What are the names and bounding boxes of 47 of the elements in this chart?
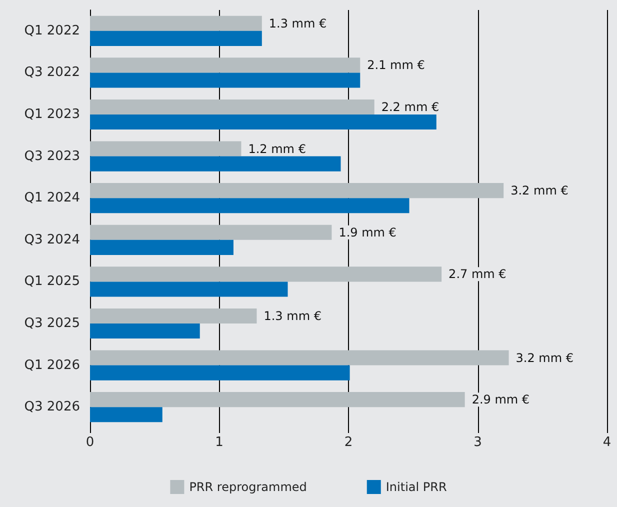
data-label: 3.2 mm € [510,184,568,198]
y-tick-label: Q3 2026 [24,400,80,415]
y-tick-label: Q1 2023 [24,107,80,122]
bar [90,183,504,198]
bar [90,99,374,114]
bar [90,240,234,255]
x-tick-label: 0 [86,435,94,450]
bar [90,266,442,282]
y-tick-label: Q3 2024 [24,232,80,248]
y-tick-label: Q1 2024 [24,190,80,206]
y-tick-label: Q1 2025 [24,274,80,290]
y-tick-label: Q1 2022 [24,23,80,38]
bar [90,224,332,240]
bar [90,365,350,380]
bar [90,324,200,339]
bar [90,392,465,408]
y-tick-label: Q3 2022 [24,65,80,80]
data-label: 2.7 mm € [448,267,506,282]
x-tick-label: 2 [344,435,353,450]
data-label: 2.9 mm € [472,392,530,407]
bar [90,350,509,366]
bar [90,407,162,422]
x-tick-label: 4 [602,435,612,450]
bar [90,198,410,214]
data-label: 2.1 mm € [367,58,425,72]
data-label: 2.2 mm € [381,100,440,114]
y-tick-label: Q1 2026 [24,358,80,373]
data-label: 1.3 mm € [264,308,322,323]
y-tick-label: Q3 2023 [24,148,80,164]
bar [90,58,360,73]
bar [90,141,242,156]
bar [90,308,257,324]
data-label: 1.3 mm € [268,16,327,30]
bar [90,114,436,130]
bar [90,30,262,46]
data-label: 3.2 mm € [516,350,574,365]
data-label: 1.9 mm € [338,225,396,240]
y-tick-label: Q3 2025 [24,316,80,331]
data-label: 1.2 mm € [248,142,306,156]
bar [90,72,360,88]
bar [90,156,341,172]
legend-label: Initial PRR [386,480,447,494]
x-tick-label: 1 [215,435,224,450]
bar [90,16,262,31]
legend-label: PRR reprogrammed [189,480,307,494]
bar [90,282,288,297]
x-tick-label: 3 [474,435,482,450]
